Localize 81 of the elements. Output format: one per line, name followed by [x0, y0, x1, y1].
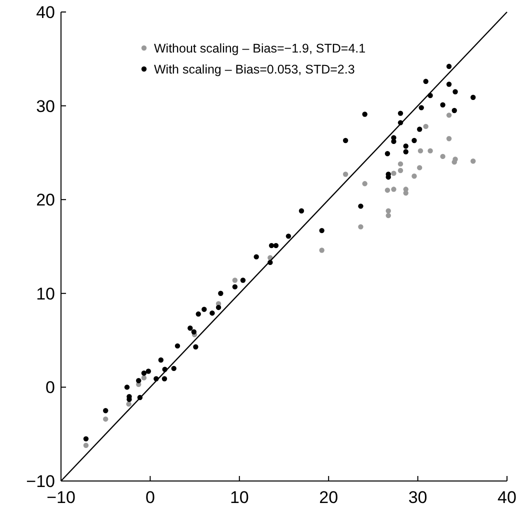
point: [273, 242, 279, 248]
point: [384, 188, 390, 193]
point: [103, 408, 108, 414]
point: [418, 105, 424, 110]
point: [446, 64, 452, 70]
y-tick-label: 40: [36, 2, 55, 22]
point: [158, 357, 164, 363]
point: [362, 112, 368, 117]
point: [188, 326, 193, 331]
point: [286, 234, 292, 239]
point: [342, 138, 348, 144]
point: [162, 376, 168, 382]
point: [124, 384, 130, 390]
point: [452, 89, 458, 94]
point: [342, 172, 348, 177]
point: [391, 170, 396, 176]
point: [403, 144, 408, 149]
point: [470, 94, 476, 100]
point: [358, 204, 364, 209]
y-tick-label: 0: [46, 378, 55, 398]
point: [171, 366, 176, 372]
point: [240, 278, 246, 283]
y-tick-label: 30: [36, 96, 55, 116]
point: [202, 306, 207, 312]
point: [416, 165, 422, 170]
legend-label: Without scaling – Bias=−1.9, STD=4.1: [154, 41, 366, 56]
point: [126, 401, 132, 407]
point: [319, 248, 324, 253]
y-tick-label: 10: [36, 284, 55, 304]
x-tick-label: 30: [408, 488, 428, 507]
x-tick-label: 10: [230, 488, 249, 507]
point: [440, 102, 446, 108]
point: [232, 278, 238, 283]
y-tick-label: −10: [26, 472, 55, 491]
point: [384, 151, 390, 156]
point: [403, 149, 408, 154]
point: [398, 161, 404, 167]
point: [196, 311, 201, 317]
point: [174, 343, 180, 349]
point: [141, 370, 147, 376]
point: [418, 148, 424, 154]
point: [440, 154, 446, 160]
point: [193, 344, 198, 350]
x-tick-label: 20: [319, 488, 338, 507]
point: [136, 378, 142, 384]
point: [446, 112, 452, 118]
point: [83, 436, 89, 442]
point: [452, 108, 457, 114]
point: [446, 136, 452, 142]
point: [254, 254, 259, 260]
point: [210, 310, 215, 316]
point: [103, 416, 108, 422]
point: [358, 224, 364, 230]
point: [398, 110, 404, 116]
point: [470, 158, 476, 164]
point: [298, 208, 304, 214]
point: [391, 186, 396, 192]
point: [386, 208, 391, 214]
point: [218, 290, 224, 296]
point: [386, 212, 391, 218]
legend-label: With scaling – Bias=0.053, STD=2.3: [154, 62, 355, 76]
point: [428, 148, 433, 154]
point: [423, 124, 428, 130]
point: [83, 442, 89, 448]
point: [446, 82, 452, 87]
point: [232, 284, 238, 290]
point: [141, 375, 147, 380]
point: [319, 228, 324, 234]
point: [423, 78, 428, 84]
point: [268, 242, 274, 248]
point: [412, 174, 417, 179]
point: [412, 138, 417, 144]
point: [398, 168, 404, 174]
x-tick-label: 0: [145, 488, 155, 507]
point: [416, 126, 422, 132]
point: [146, 368, 152, 374]
x-tick-label: 40: [498, 488, 516, 507]
point: [216, 304, 222, 310]
point: [362, 181, 368, 186]
y-tick-label: 20: [36, 190, 55, 210]
point: [191, 329, 197, 334]
